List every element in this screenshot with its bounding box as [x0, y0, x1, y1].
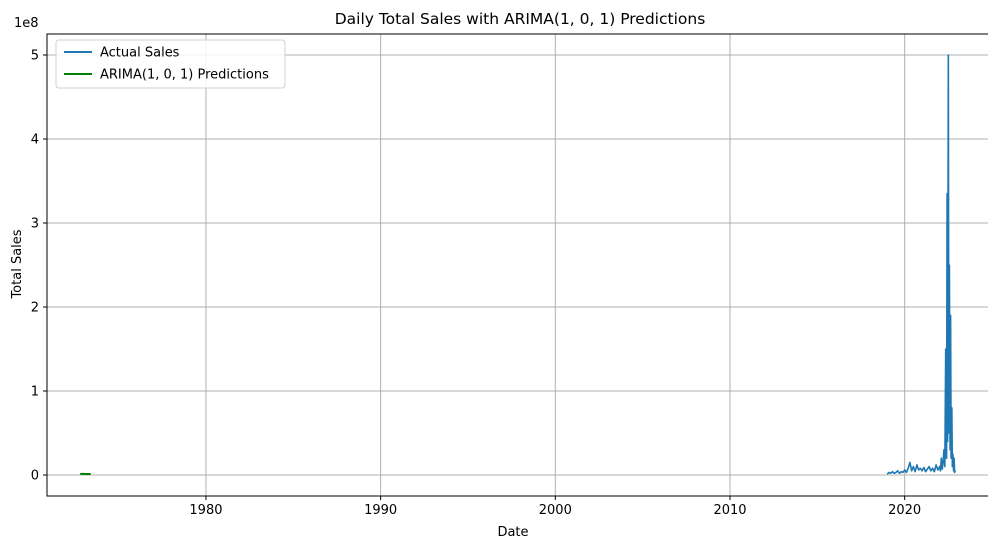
x-tick-label: 2000 [539, 503, 572, 518]
y-tick-label: 2 [31, 301, 39, 316]
y-tick-label: 4 [31, 133, 39, 148]
legend: Actual Sales ARIMA(1, 0, 1) Predictions [55, 39, 286, 89]
chart-title: Daily Total Sales with ARIMA(1, 0, 1) Pr… [335, 10, 706, 28]
legend-label-actual: Actual Sales [100, 46, 180, 61]
y-axis-title: Total Sales [10, 229, 25, 299]
plot-area [46, 33, 988, 497]
legend-box [55, 39, 286, 89]
x-axis: 1980 1990 2000 2010 2020 [189, 496, 921, 518]
x-axis-title: Date [497, 525, 528, 540]
legend-label-predictions: ARIMA(1, 0, 1) Predictions [100, 68, 269, 83]
grid-layer [47, 34, 988, 496]
x-tick-label: 2010 [713, 503, 746, 518]
x-tick-label: 1990 [364, 503, 397, 518]
y-tick-label: 3 [31, 217, 39, 232]
y-tick-label: 1 [31, 385, 39, 400]
y-tick-label: 5 [31, 49, 39, 64]
series-actual-sales [886, 54, 957, 475]
y-offset-label: 1e8 [14, 16, 39, 31]
x-tick-label: 2020 [888, 503, 921, 518]
y-tick-label: 0 [31, 469, 39, 484]
x-tick-label: 1980 [189, 503, 222, 518]
y-axis: 0 1 2 3 4 5 [31, 49, 47, 484]
series-layer [80, 54, 957, 475]
